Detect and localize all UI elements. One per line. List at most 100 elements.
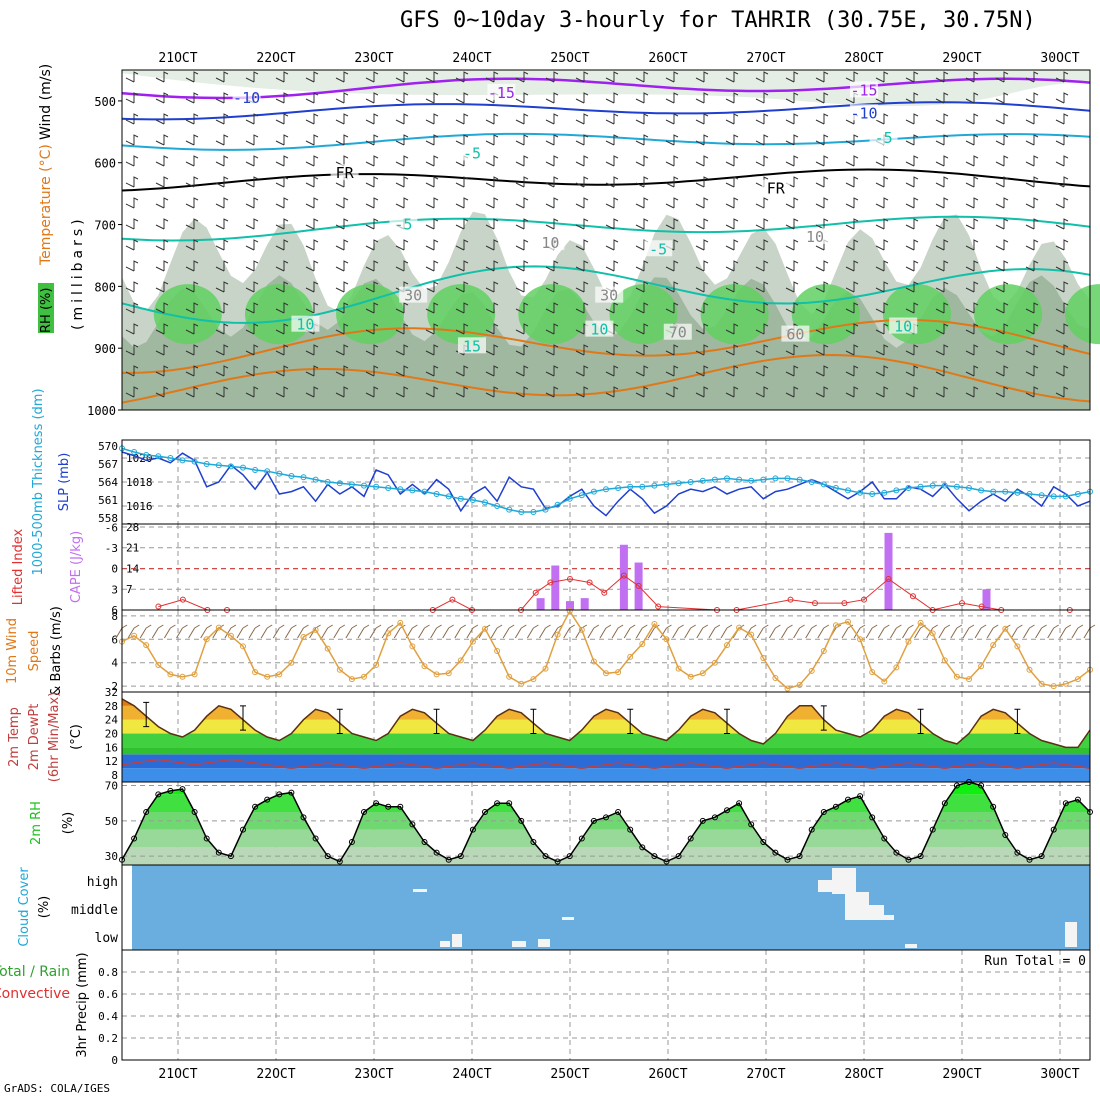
wind-barb <box>605 260 619 272</box>
wind-speed-point <box>893 664 900 671</box>
wind-barb <box>605 302 619 314</box>
wind-barb <box>905 260 919 272</box>
rh-line-point <box>482 809 488 816</box>
wind-barb <box>395 134 409 146</box>
wind-barb <box>605 113 619 125</box>
wind-speed-point <box>978 663 985 670</box>
rh-line-point <box>663 858 670 865</box>
wind-barb-10m <box>877 624 890 639</box>
thickness-line-point <box>252 467 259 473</box>
thickness-line-point <box>796 476 803 483</box>
rh-line-point <box>227 853 234 860</box>
wind-barb <box>905 197 919 209</box>
date-label-top: 23OCT <box>354 51 393 66</box>
temp-minmax <box>336 708 343 735</box>
contour-label: 10 <box>806 228 824 246</box>
wind-barb <box>725 176 739 188</box>
wind-barb <box>365 386 379 398</box>
wind-barb <box>1025 344 1039 356</box>
wind-barb <box>1025 386 1039 398</box>
wind-barb <box>875 302 889 314</box>
wind-barb <box>935 302 949 314</box>
wind-barb <box>605 344 619 356</box>
wind-speed-point <box>736 624 743 631</box>
wind-barb <box>725 134 739 146</box>
wind-barb <box>695 218 709 230</box>
cape-bar <box>566 601 574 610</box>
rh-high-blob <box>153 284 222 345</box>
wind-barb <box>605 71 619 83</box>
wind-barb <box>245 239 259 251</box>
thickness-line-point <box>1014 489 1021 496</box>
wind-barb <box>395 113 409 125</box>
contour-minus15 <box>121 77 1091 100</box>
wind-speed-point <box>748 631 755 638</box>
rh-line-point <box>542 853 549 860</box>
upper-air-panel: -10 -15 -15 -10 -5 -5 FR FR -5 -5 10 10 10 15 30 30 10 10… <box>38 64 1100 418</box>
wind-barb <box>695 176 709 188</box>
wind-speed-point <box>167 671 174 678</box>
temp-minmax <box>433 708 440 735</box>
wind-barb <box>965 155 979 167</box>
rh-line-point <box>796 853 803 860</box>
wind-barb <box>515 386 529 398</box>
wind-barb-10m <box>889 624 902 639</box>
wind-barb <box>365 323 379 335</box>
date-label-top: 30OCT <box>1040 51 1079 66</box>
rh-high-blob <box>882 284 951 345</box>
wind-barb-10m <box>1083 624 1096 639</box>
wind-barb-10m <box>139 624 152 639</box>
thickness-line-point <box>445 493 452 500</box>
wind-barb <box>935 386 949 398</box>
wind-speed-point <box>227 632 234 639</box>
wind-speed-point <box>530 676 537 683</box>
wind-barb <box>605 92 619 104</box>
cape-bar <box>551 565 560 610</box>
wind-barb <box>425 239 439 251</box>
wind-barb <box>245 302 259 314</box>
wind-barb <box>755 92 769 104</box>
wind-barb <box>215 113 229 125</box>
wind-barb <box>905 134 919 146</box>
wind-barb <box>455 197 469 209</box>
cloud-cell <box>413 889 427 892</box>
axis-tick: 70 <box>105 780 118 793</box>
wind-barb <box>155 386 169 398</box>
contour-label-bg <box>781 325 810 342</box>
wind-barb <box>305 344 319 356</box>
wind-barb-10m <box>151 624 164 639</box>
axis-tick: 0.6 <box>98 988 118 1001</box>
wind-speed-point <box>1062 680 1069 687</box>
thickness-line-point <box>421 488 428 495</box>
rh-line-point <box>881 835 888 842</box>
wind-barb <box>815 176 829 188</box>
wind-barb <box>305 281 319 293</box>
precip-legend-convective: Convective <box>0 986 70 1002</box>
wind-barb-10m <box>635 624 648 639</box>
wind-barb <box>485 386 499 398</box>
wind-barb <box>425 113 439 125</box>
wind-barb <box>155 71 169 83</box>
wind-barb <box>455 260 469 272</box>
wind-barb <box>155 302 169 314</box>
wind-barb-10m <box>865 624 878 639</box>
date-label-top: 26OCT <box>648 51 687 66</box>
ylabel-temp-a: 2m Temp <box>7 707 22 767</box>
wind-barb <box>875 260 889 272</box>
wind-barb <box>485 260 499 272</box>
wind-barb-10m <box>1010 624 1023 639</box>
thickness-tick: 564 <box>98 476 118 489</box>
wind-barb <box>725 197 739 209</box>
wind-speed-point <box>361 673 367 680</box>
temp-tick: 28 <box>105 700 118 713</box>
thickness-line-point <box>554 501 561 508</box>
wind-barb <box>725 344 739 356</box>
thickness-line-point <box>711 476 718 483</box>
wind-barb <box>125 323 139 335</box>
wind-barb-10m <box>950 624 963 639</box>
wind-barb <box>215 218 229 230</box>
wind-speed-point <box>482 625 488 632</box>
wind-barb <box>605 155 619 167</box>
wind-barb <box>995 197 1009 209</box>
axis-tick: 0.4 <box>98 1010 118 1023</box>
